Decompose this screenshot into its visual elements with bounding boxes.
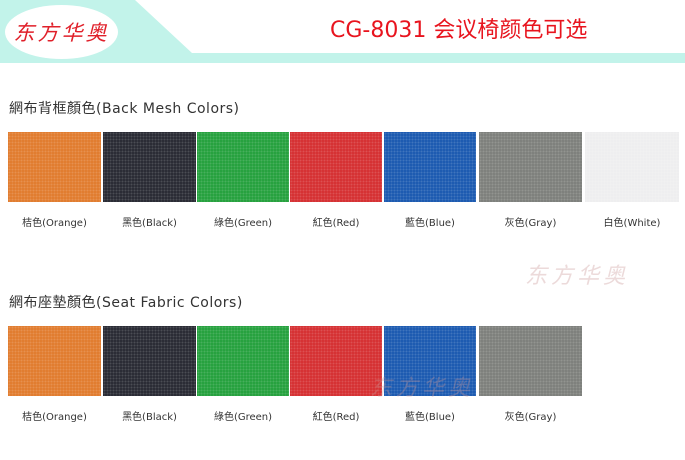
color-swatch [479,326,582,396]
color-swatch [8,326,101,396]
brand-logo: 东方华奥 [5,5,118,59]
swatch-label: 藍色(Blue) [405,218,455,229]
color-swatch [290,132,382,202]
swatch-label: 桔色(Orange) [22,412,87,423]
section-title-back-mesh: 網布背框顏色(Back Mesh Colors) [9,101,240,117]
swatch-label: 藍色(Blue) [405,412,455,423]
color-swatch [479,132,582,202]
watermark: 东方华奥 [525,264,630,289]
swatch-label: 灰色(Gray) [504,412,557,423]
section-title-seat-fabric: 網布座墊顏色(Seat Fabric Colors) [9,295,243,311]
swatch-label: 灰色(Gray) [504,218,557,229]
swatch-label: 綠色(Green) [213,218,273,229]
swatch-label: 紅色(Red) [312,412,360,423]
color-swatch [8,132,101,202]
color-swatch [103,132,196,202]
page-title: CG-8031 会议椅颜色可选 [330,18,588,43]
swatch-label: 白色(White) [603,218,661,229]
swatch-label: 桔色(Orange) [22,218,87,229]
swatch-label: 紅色(Red) [312,218,360,229]
color-swatch [585,132,679,202]
swatch-label: 黑色(Black) [122,412,177,423]
color-swatch [197,326,289,396]
swatch-label: 黑色(Black) [122,218,177,229]
watermark: 东方华奥 [370,376,475,401]
logo-text: 东方华奥 [13,21,110,45]
color-swatch [384,326,476,396]
color-swatch [197,132,289,202]
color-swatch [103,326,196,396]
color-swatch [290,326,382,396]
color-swatch [384,132,476,202]
swatch-label: 綠色(Green) [213,412,273,423]
